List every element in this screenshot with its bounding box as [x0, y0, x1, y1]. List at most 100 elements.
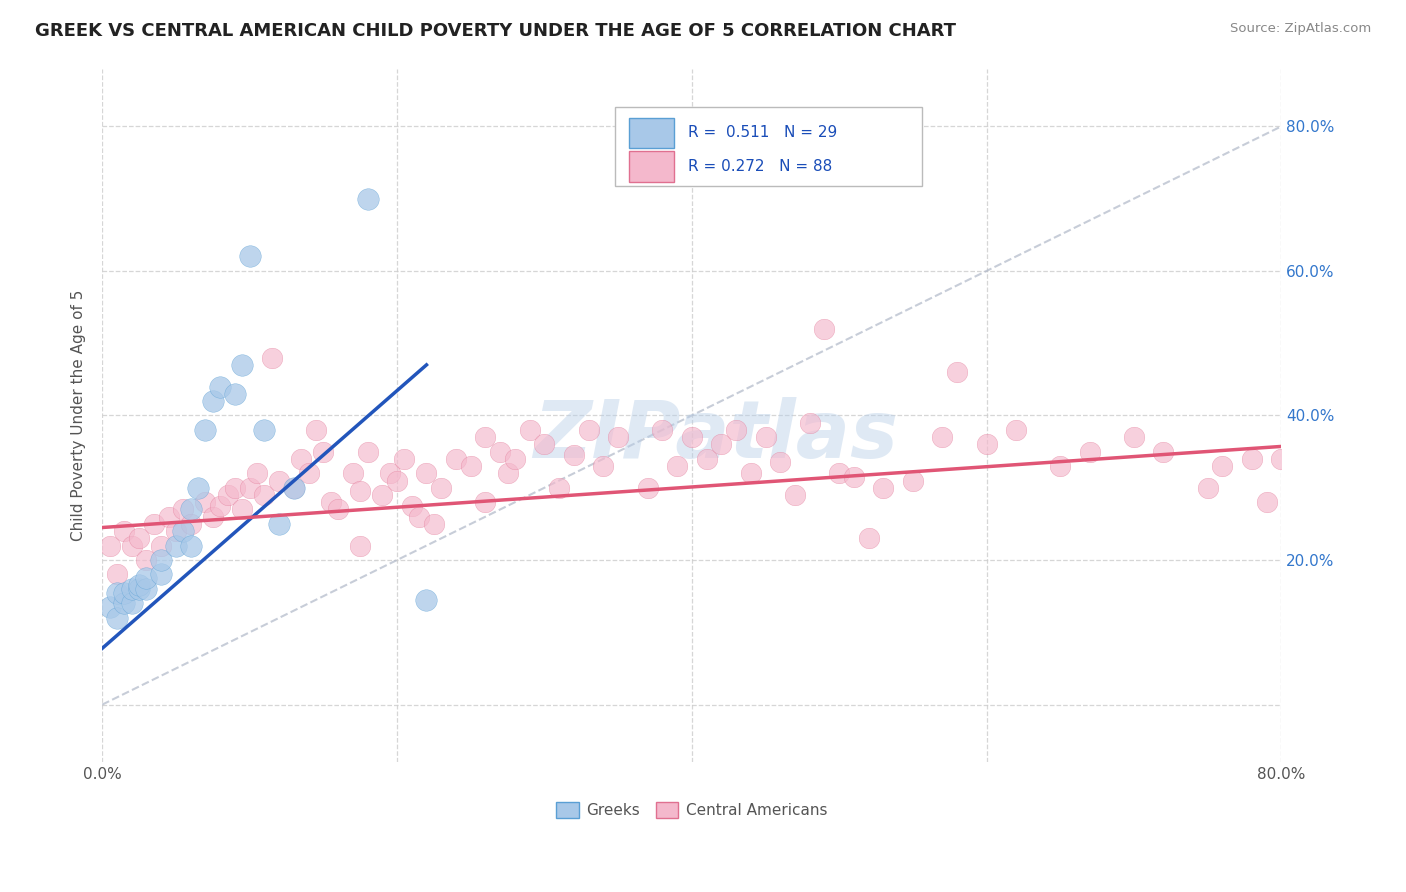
Point — [239, 481, 262, 495]
Point — [194, 495, 217, 509]
Point — [150, 553, 173, 567]
Point — [474, 495, 496, 509]
Point — [209, 379, 232, 393]
Text: GREEK VS CENTRAL AMERICAN CHILD POVERTY UNDER THE AGE OF 5 CORRELATION CHART: GREEK VS CENTRAL AMERICAN CHILD POVERTY … — [35, 22, 956, 40]
Point — [172, 524, 194, 538]
Point — [112, 596, 135, 610]
Point — [828, 467, 851, 481]
Point — [460, 459, 482, 474]
Point — [519, 423, 541, 437]
Point — [1211, 459, 1233, 474]
Point — [98, 600, 121, 615]
Point — [976, 437, 998, 451]
Text: ZIPatlas: ZIPatlas — [533, 397, 898, 475]
Point — [157, 509, 180, 524]
Point — [349, 484, 371, 499]
Point — [112, 524, 135, 538]
Point — [260, 351, 283, 365]
Point — [637, 481, 659, 495]
Point — [408, 509, 430, 524]
Point — [1256, 495, 1278, 509]
Legend: Greeks, Central Americans: Greeks, Central Americans — [550, 796, 834, 824]
Point — [1123, 430, 1146, 444]
Point — [231, 358, 253, 372]
Point — [548, 481, 571, 495]
Point — [231, 502, 253, 516]
Point — [253, 423, 276, 437]
Point — [740, 467, 762, 481]
Point — [858, 532, 880, 546]
Point — [105, 585, 128, 599]
Point — [150, 539, 173, 553]
Point — [297, 467, 319, 481]
Point — [290, 451, 312, 466]
Point — [319, 495, 342, 509]
Point — [209, 499, 232, 513]
Point — [121, 582, 143, 596]
Point — [312, 444, 335, 458]
Point — [562, 448, 585, 462]
Point — [681, 430, 703, 444]
Point — [105, 567, 128, 582]
Point — [1005, 423, 1028, 437]
Point — [165, 539, 187, 553]
Point — [1197, 481, 1219, 495]
Point — [283, 481, 305, 495]
Point — [224, 481, 246, 495]
Point — [769, 455, 792, 469]
Point — [128, 532, 150, 546]
Point — [187, 481, 209, 495]
Point — [105, 611, 128, 625]
FancyBboxPatch shape — [616, 107, 922, 186]
Point — [172, 502, 194, 516]
Point — [128, 578, 150, 592]
Point — [1240, 451, 1263, 466]
FancyBboxPatch shape — [630, 151, 673, 182]
Point — [1078, 444, 1101, 458]
Point — [783, 488, 806, 502]
Point — [394, 451, 416, 466]
Point — [217, 488, 239, 502]
Point — [246, 467, 269, 481]
Point — [423, 516, 446, 531]
Point — [201, 509, 224, 524]
Point — [724, 423, 747, 437]
Point — [415, 467, 437, 481]
Point — [326, 502, 349, 516]
Point — [496, 467, 519, 481]
Point — [356, 444, 378, 458]
Point — [696, 451, 718, 466]
Point — [1049, 459, 1071, 474]
Point — [666, 459, 689, 474]
Point — [489, 444, 512, 458]
Point — [253, 488, 276, 502]
Point — [349, 539, 371, 553]
Point — [378, 467, 401, 481]
Point — [165, 524, 187, 538]
Point — [201, 394, 224, 409]
FancyBboxPatch shape — [630, 118, 673, 148]
Point — [194, 423, 217, 437]
Point — [180, 502, 202, 516]
Point — [503, 451, 526, 466]
Point — [592, 459, 614, 474]
Point — [180, 516, 202, 531]
Point — [430, 481, 453, 495]
Point — [135, 582, 157, 596]
Y-axis label: Child Poverty Under the Age of 5: Child Poverty Under the Age of 5 — [72, 290, 86, 541]
Point — [224, 386, 246, 401]
Point — [578, 423, 600, 437]
Text: R =  0.511   N = 29: R = 0.511 N = 29 — [689, 125, 838, 140]
Point — [931, 430, 953, 444]
Text: R = 0.272   N = 88: R = 0.272 N = 88 — [689, 159, 832, 174]
Point — [872, 481, 894, 495]
Point — [267, 516, 290, 531]
Point — [128, 582, 150, 596]
Point — [98, 539, 121, 553]
Point — [444, 451, 467, 466]
Point — [799, 416, 821, 430]
Point — [1270, 451, 1292, 466]
Point — [415, 592, 437, 607]
Point — [121, 596, 143, 610]
Point — [135, 571, 157, 585]
